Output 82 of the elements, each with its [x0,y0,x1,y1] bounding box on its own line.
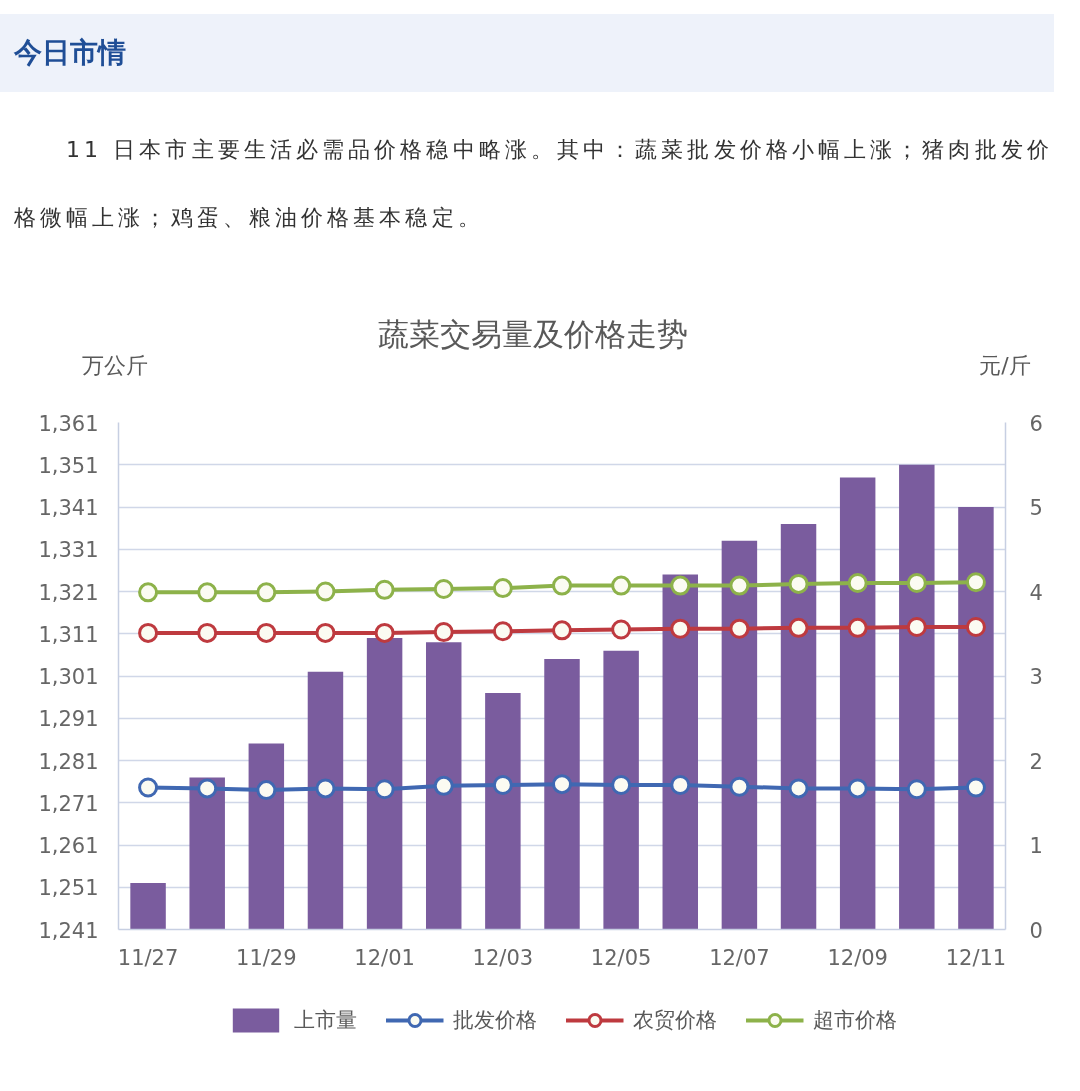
point [965,777,986,798]
point [197,622,218,643]
legend-label: 超市价格 [813,1007,897,1034]
point [197,582,218,603]
point [729,776,750,797]
y-tick-label: 1,271 [38,791,99,816]
point [433,622,454,643]
y-axis-title: 万公斤 [82,352,148,380]
y-tick-label: 1,331 [38,538,99,563]
point [256,622,277,643]
x-tick-label: 11/29 [236,945,297,970]
y2-tick-label: 2 [1029,749,1043,774]
x-tick-label: 12/03 [472,945,534,970]
point [670,775,691,795]
x-tick-label: 12/09 [827,945,888,970]
legend-label: 批发价格 [453,1007,537,1034]
y-tick-label: 1,341 [38,496,99,520]
legend-label: 农贸价格 [633,1007,717,1034]
point [965,572,986,593]
point [374,622,395,643]
point [965,617,986,637]
x-tick-label: 11/27 [117,945,179,970]
point [847,617,868,638]
point [611,575,632,596]
point [788,617,809,638]
y2-tick-label: 3 [1029,665,1043,689]
legend-label: 上市量 [294,1007,357,1034]
point [729,575,750,596]
point [670,575,691,596]
point [138,777,159,798]
y-tick-label: 1,281 [38,749,99,774]
x-tick-label: 12/05 [590,945,652,970]
chart-title: 蔬菜交易量及价格走势 [378,315,688,354]
point [433,775,454,796]
x-tick-label: 12/01 [354,945,415,970]
y-tick-label: 1,321 [38,580,99,605]
point [433,578,454,599]
y-tick-label: 1,241 [38,918,99,943]
point [374,579,395,600]
point [906,617,927,637]
y2-axis-title: 元/斤 [979,352,1031,380]
point [906,573,927,594]
point [315,778,336,799]
text: 今日市情 [0,14,1054,92]
y2-tick-label: 4 [1029,580,1043,605]
y-tick-label: 1,291 [38,707,99,732]
point [197,778,218,799]
point [729,618,750,639]
point [552,620,572,641]
point [492,621,513,642]
point [492,578,513,599]
x-tick-label: 12/11 [945,945,1007,970]
y2-tick-label: 6 [1029,411,1043,436]
point [552,575,572,596]
point [315,581,336,602]
point [315,622,336,643]
point [611,619,632,640]
point [256,582,277,603]
point [374,779,395,800]
y2-tick-label: 1 [1029,834,1043,858]
point [256,780,277,801]
y-tick-label: 1,301 [38,665,99,689]
point [847,778,868,799]
point [788,778,809,799]
point [906,779,927,800]
x-tick-label: 12/07 [709,945,770,970]
y-tick-label: 1,351 [38,453,99,478]
y2-tick-label: 5 [1029,496,1043,520]
y-tick-label: 1,261 [38,834,99,858]
point [492,775,513,795]
point [670,618,691,639]
text: 11 日本市主要生活必需品价格稳中略涨。其中：蔬菜批发价格小幅上涨；猪肉批发价格微幅上涨；鸡蛋、粮油价格基本稳定。 [14,137,1053,230]
point [138,582,159,603]
point [611,775,632,795]
point [552,774,572,795]
y2-tick-label: 0 [1029,918,1043,943]
y-tick-label: 1,361 [38,411,99,436]
point [847,573,868,594]
y-tick-label: 1,251 [38,876,99,901]
point [138,622,159,643]
point [788,573,809,594]
y-tick-label: 1,311 [38,622,99,647]
